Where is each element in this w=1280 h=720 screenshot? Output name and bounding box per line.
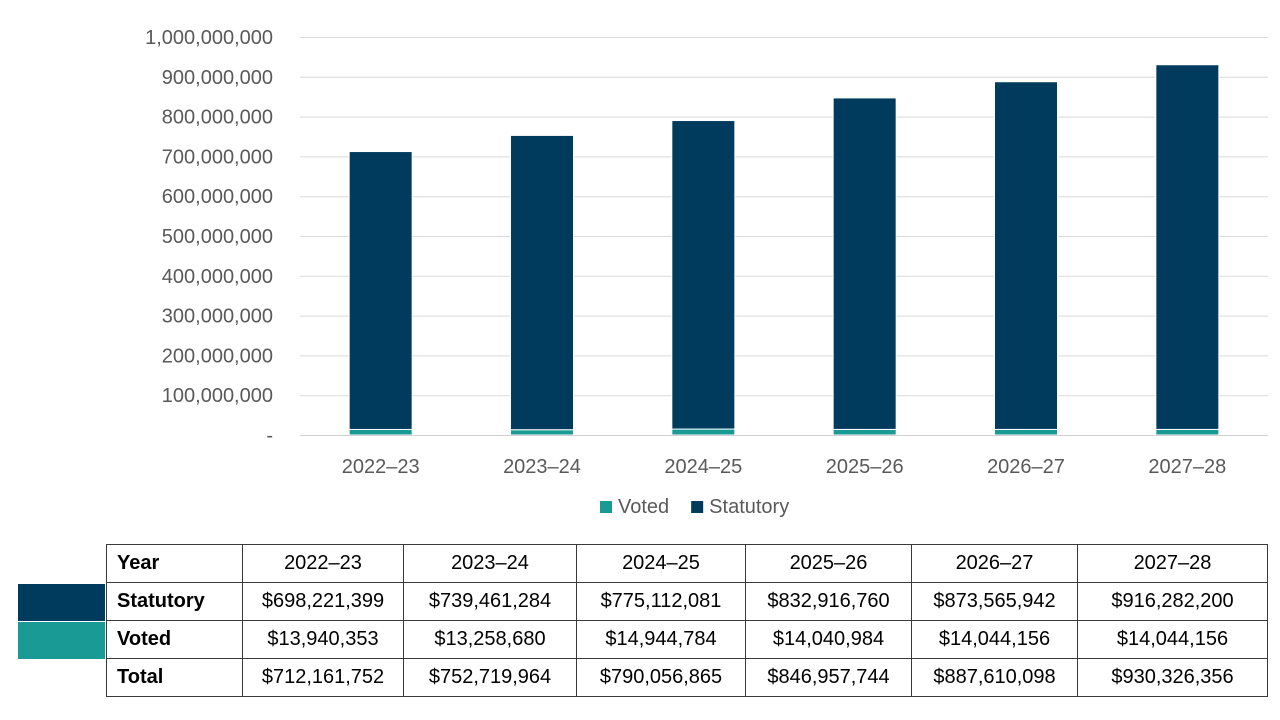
bar-statutory [671, 120, 736, 430]
y-tick-label: 100,000,000 [162, 385, 273, 407]
table-cell: $930,326,356 [1077, 658, 1268, 697]
data-table: Year 2022–23 2023–24 2024–25 2025–26 202… [106, 544, 1268, 697]
y-tick-label: 500,000,000 [162, 226, 273, 248]
y-tick-label: 200,000,000 [162, 345, 273, 367]
x-tick-label: 2026–27 [987, 456, 1065, 478]
y-tick-label: 700,000,000 [162, 146, 273, 168]
table-cell: $790,056,865 [576, 658, 746, 697]
bars [348, 64, 1220, 436]
x-tick-label: 2023–24 [503, 456, 581, 478]
legend-label-statutory: Statutory [709, 496, 789, 518]
bar-statutory [510, 134, 574, 431]
bar-voted [832, 428, 897, 436]
table-cell: $752,719,964 [403, 658, 577, 697]
table-cell: $712,161,752 [242, 658, 404, 697]
stacked-bar-chart: - 100,000,000 200,000,000 300,000,000 400,00… [145, 27, 1268, 518]
x-tick-label: 2024–25 [664, 456, 742, 478]
y-tick-label: 400,000,000 [162, 266, 273, 288]
table-row-label: Statutory [106, 582, 243, 621]
table-cell: $14,040,984 [745, 620, 912, 659]
table-cell: $14,044,156 [1077, 620, 1268, 659]
legend-swatch-statutory [691, 501, 704, 513]
bar-voted [994, 428, 1058, 436]
bar-statutory [832, 97, 897, 430]
y-tick-label: 900,000,000 [162, 67, 273, 89]
voted-color-swatch [18, 622, 105, 659]
table-cell: $887,610,098 [911, 658, 1078, 697]
legend: Voted Statutory [600, 496, 789, 518]
x-tick-label: 2025–26 [826, 456, 904, 478]
bar-voted [1155, 428, 1220, 436]
table-cell: $13,258,680 [403, 620, 577, 659]
bar-statutory [994, 81, 1058, 430]
y-tick-label: - [266, 425, 273, 447]
y-axis-tick-labels: - 100,000,000 200,000,000 300,000,000 400,00… [145, 27, 273, 447]
table-row-label: Voted [106, 620, 243, 659]
statutory-color-swatch [18, 584, 105, 621]
bar-statutory [348, 151, 413, 430]
table-cell: $739,461,284 [403, 582, 577, 621]
table-cell: $775,112,081 [576, 582, 746, 621]
table-header-cell: 2025–26 [745, 544, 912, 583]
table-row-label: Total [106, 658, 243, 697]
bar-voted [348, 428, 413, 436]
table-cell: $14,044,156 [911, 620, 1078, 659]
y-tick-label: 800,000,000 [162, 107, 273, 129]
table-header-row: Year 2022–23 2023–24 2024–25 2025–26 202… [106, 544, 1268, 583]
bar-voted [510, 429, 574, 436]
table-cell: $832,916,760 [745, 582, 912, 621]
table-header-cell: 2027–28 [1077, 544, 1268, 583]
y-tick-label: 600,000,000 [162, 186, 273, 208]
bar-voted [671, 428, 736, 436]
x-tick-label: 2022–23 [342, 456, 420, 478]
table-header-cell: 2024–25 [576, 544, 746, 583]
table-cell: $14,944,784 [576, 620, 746, 659]
table-cell: $846,957,744 [745, 658, 912, 697]
table-cell: $916,282,200 [1077, 582, 1268, 621]
table-header-cell: 2023–24 [403, 544, 577, 583]
legend-swatch-voted [600, 501, 612, 513]
table-row-statutory: Statutory $698,221,399 $739,461,284 $775… [106, 582, 1268, 621]
table-row-voted: Voted $13,940,353 $13,258,680 $14,944,78… [106, 620, 1268, 659]
x-tick-label: 2027–28 [1148, 456, 1226, 478]
y-tick-label: 300,000,000 [162, 306, 273, 328]
table-header-label: Year [106, 544, 243, 583]
table-header-cell: 2022–23 [242, 544, 404, 583]
gridlines [300, 37, 1268, 397]
table-cell: $873,565,942 [911, 582, 1078, 621]
table-cell: $13,940,353 [242, 620, 404, 659]
table-header-cell: 2026–27 [911, 544, 1078, 583]
y-tick-label: 1,000,000,000 [145, 27, 273, 49]
table-row-total: Total $712,161,752 $752,719,964 $790,056… [106, 658, 1268, 697]
x-axis-tick-labels: 2022–23 2023–24 2024–25 2025–26 2026–27 2027–… [342, 456, 1227, 478]
legend-label-voted: Voted [618, 496, 669, 518]
table-cell: $698,221,399 [242, 582, 404, 621]
bar-statutory [1155, 64, 1220, 430]
